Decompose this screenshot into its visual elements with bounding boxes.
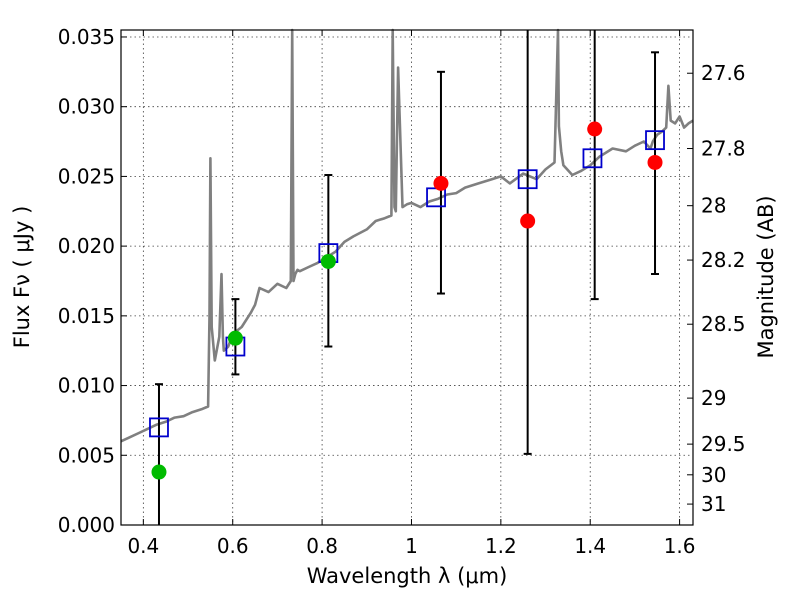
observed-point-green [151, 464, 167, 480]
y-tick-label: 0.025 [58, 164, 115, 188]
y2-axis-label: Magnitude (AB) [754, 195, 778, 358]
y-tick-label: 0.020 [58, 234, 115, 258]
y2-tick-label: 30 [701, 463, 726, 487]
x-tick-label: 0.8 [306, 534, 338, 558]
model-layer [120, 28, 694, 443]
y2-tick-label: 28 [701, 194, 726, 218]
y-tick-label: 0.005 [58, 443, 115, 467]
y-tick-label: 0.035 [58, 25, 115, 49]
marker-layer [149, 121, 665, 480]
y2-tick-label: 27.6 [701, 61, 746, 85]
y-tick-label: 0.010 [58, 374, 115, 398]
observed-point-red [433, 175, 449, 191]
y-tick-label: 0.015 [58, 304, 115, 328]
observed-point-red [647, 154, 663, 170]
x-tick-label: 0.6 [217, 534, 249, 558]
model-spectrum-line [120, 28, 694, 443]
observed-point-green [320, 253, 336, 269]
x-tick-label: 1.2 [485, 534, 517, 558]
model-photometry-square [645, 130, 665, 151]
x-tick-label: 1 [405, 534, 418, 558]
errorbar-layer [154, 30, 660, 525]
y2-tick-label: 28.2 [701, 248, 746, 272]
x-axis-label: Wavelength λ (μm) [307, 564, 508, 588]
observed-point-green [227, 330, 243, 346]
observed-point-red [587, 121, 603, 137]
y2-tick-label: 27.8 [701, 137, 746, 161]
y2-tick-label: 29 [701, 386, 726, 410]
x-tick-label: 1.4 [574, 534, 606, 558]
model-photometry-square [582, 148, 603, 169]
y-tick-label: 0.000 [58, 513, 115, 537]
plot-frame [120, 29, 694, 526]
y2-tick-label: 28.5 [701, 312, 746, 336]
x-tick-label: 0.4 [127, 534, 159, 558]
y-axis-label: Flux Fν ( μJy ) [10, 206, 34, 349]
y-tick-label: 0.030 [58, 95, 115, 119]
x-tick-label: 1.6 [664, 534, 696, 558]
grid-layer [121, 30, 693, 525]
y2-tick-label: 29.5 [701, 432, 746, 456]
model-photometry-square [517, 169, 538, 190]
observed-point-red [520, 213, 536, 229]
model-photometry-square [149, 417, 169, 438]
ticks-layer: 0.4 0.6 0.8 1 1.2 1.4 1.6 0.000 0.005 0.010 0.015 0… [58, 25, 746, 558]
y2-tick-label: 31 [701, 492, 726, 516]
